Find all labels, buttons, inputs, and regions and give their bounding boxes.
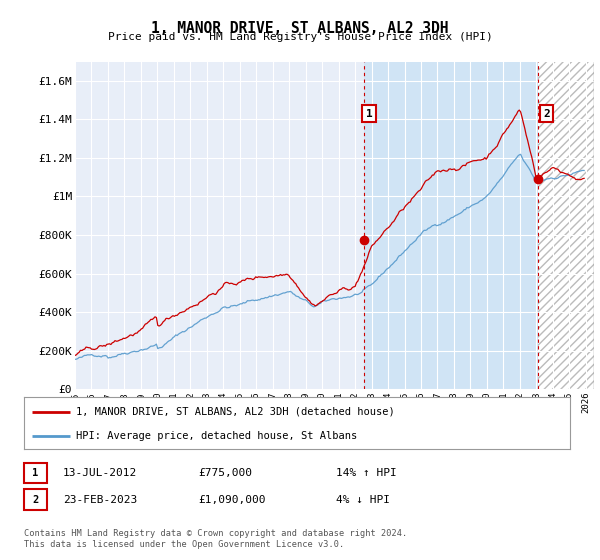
Text: 14% ↑ HPI: 14% ↑ HPI (336, 468, 397, 478)
Bar (538, 62, 600, 389)
Text: HPI: Average price, detached house, St Albans: HPI: Average price, detached house, St A… (76, 431, 357, 441)
Bar (538, 62, 600, 389)
Text: 1, MANOR DRIVE, ST ALBANS, AL2 3DH (detached house): 1, MANOR DRIVE, ST ALBANS, AL2 3DH (deta… (76, 407, 395, 417)
Text: 1, MANOR DRIVE, ST ALBANS, AL2 3DH: 1, MANOR DRIVE, ST ALBANS, AL2 3DH (151, 21, 449, 36)
Text: Contains HM Land Registry data © Crown copyright and database right 2024.
This d: Contains HM Land Registry data © Crown c… (24, 529, 407, 549)
Text: £1,090,000: £1,090,000 (198, 494, 265, 505)
Text: 13-JUL-2012: 13-JUL-2012 (63, 468, 137, 478)
Text: 23-FEB-2023: 23-FEB-2023 (63, 494, 137, 505)
Text: 4% ↓ HPI: 4% ↓ HPI (336, 494, 390, 505)
Text: 1: 1 (365, 109, 373, 119)
Text: 2: 2 (543, 109, 550, 119)
Text: 1: 1 (32, 468, 38, 478)
Text: £775,000: £775,000 (198, 468, 252, 478)
Text: 2: 2 (32, 494, 38, 505)
Bar (364, 62, 538, 389)
Text: Price paid vs. HM Land Registry's House Price Index (HPI): Price paid vs. HM Land Registry's House … (107, 32, 493, 43)
